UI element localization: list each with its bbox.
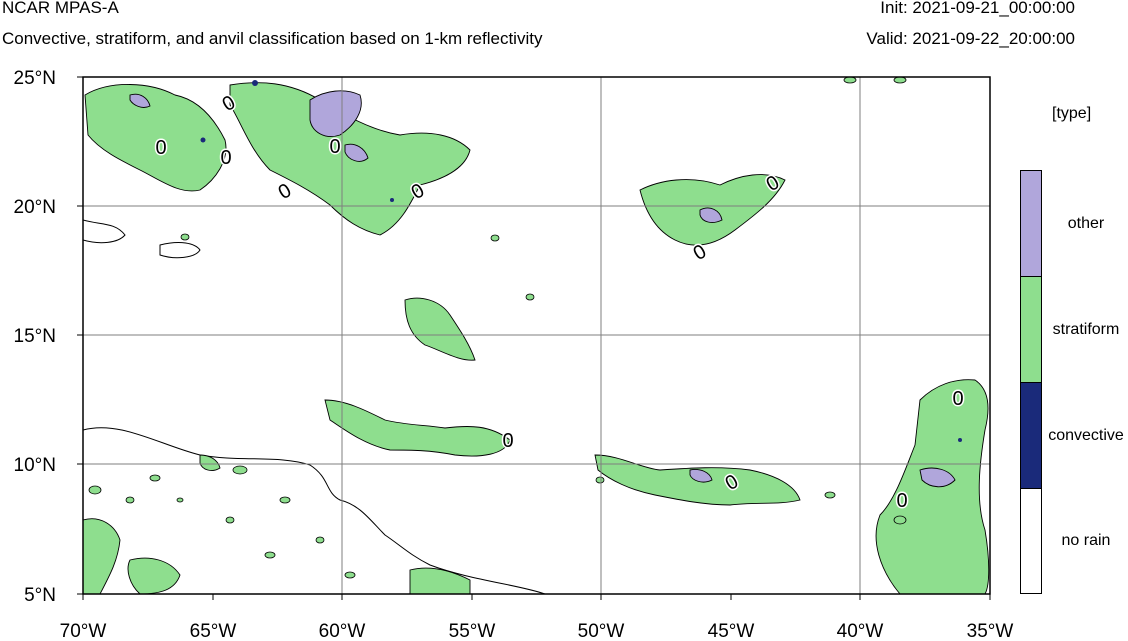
- map-title: NCAR MPAS-A: [2, 0, 119, 17]
- legend-label-other: other: [1067, 215, 1105, 232]
- lat-tick-label: 20°N: [14, 197, 56, 218]
- contour-zero-label: 0: [275, 179, 296, 204]
- legend-title: [type]: [1052, 105, 1092, 122]
- contour-zero-label: 0: [220, 147, 231, 169]
- init-time: Init: 2021-09-21_00:00:00: [880, 0, 1075, 17]
- graticule: [83, 77, 990, 594]
- lon-tick-label: 40°W: [837, 621, 884, 641]
- lon-tick-label: 45°W: [708, 621, 755, 641]
- legend-label-no-rain: no rain: [1061, 532, 1111, 549]
- lat-tick-label: 15°N: [14, 326, 56, 347]
- contour-zero-label: 0: [155, 137, 166, 159]
- contour-zero-label: 0: [329, 136, 340, 158]
- lon-tick-label: 70°W: [60, 621, 107, 641]
- scattered-cells: [88, 77, 907, 579]
- valid-time: Valid: 2021-09-22_20:00:00: [866, 29, 1075, 48]
- precip-stratiform: [83, 82, 990, 594]
- precip-other: [129, 90, 956, 488]
- lat-tick-labels: 25°N 20°N 15°N 10°N 5°N: [14, 68, 56, 606]
- contour-zero-label: 0: [952, 388, 963, 410]
- coastline: [83, 219, 546, 594]
- legend-label-stratiform: stratiform: [1052, 321, 1120, 338]
- tick-marks: [77, 76, 991, 600]
- lon-tick-label: 50°W: [578, 621, 625, 641]
- lon-tick-label: 65°W: [190, 621, 237, 641]
- precip-convective: [200, 80, 962, 442]
- legend-label-convective: convective: [1048, 427, 1124, 444]
- lon-tick-label: 60°W: [319, 621, 366, 641]
- lat-tick-label: 10°N: [14, 455, 56, 476]
- lon-tick-label: 55°W: [449, 621, 496, 641]
- legend-swatch-no-rain: [1020, 488, 1042, 594]
- map-subtitle: Convective, stratiform, and anvil classi…: [2, 29, 543, 48]
- lat-tick-label: 25°N: [14, 68, 56, 89]
- lon-tick-label: 35°W: [967, 621, 1014, 641]
- lon-tick-labels: 70°W 65°W 60°W 55°W 50°W 45°W 40°W 35°W: [60, 621, 1014, 641]
- lat-tick-label: 5°N: [24, 585, 56, 606]
- contour-zero-label: 0: [896, 490, 907, 512]
- contour-zero-label: 0: [502, 430, 513, 452]
